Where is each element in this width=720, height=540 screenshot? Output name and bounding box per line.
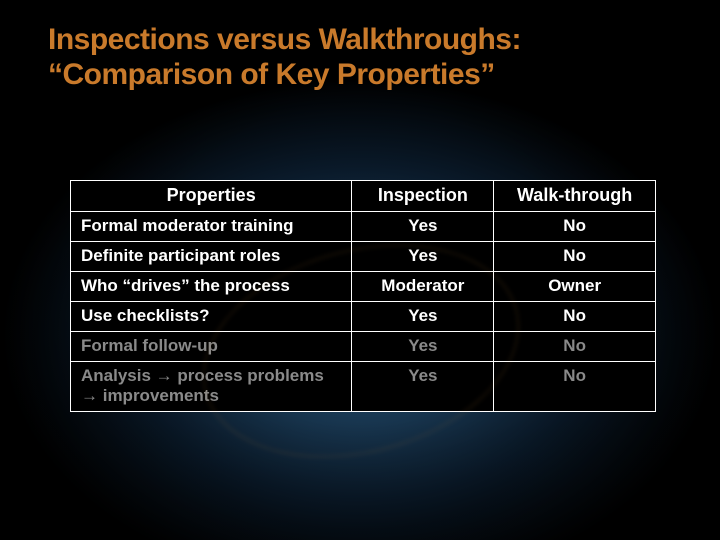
comparison-table: Properties Inspection Walk-through Forma… <box>70 180 656 412</box>
cell-inspection: Yes <box>352 212 494 242</box>
slide-title-block: Inspections versus Walkthroughs: “Compar… <box>0 0 640 93</box>
cell-walkthrough: Owner <box>494 272 656 302</box>
header-walkthrough: Walk-through <box>494 181 656 212</box>
slide-title-line1: Inspections versus Walkthroughs: <box>48 23 521 56</box>
cell-walkthrough: No <box>494 212 656 242</box>
cell-inspection: Yes <box>352 362 494 412</box>
cell-walkthrough: No <box>494 302 656 332</box>
cell-property: Definite participant roles <box>71 242 352 272</box>
cell-walkthrough: No <box>494 332 656 362</box>
table-row: Who “drives” the process Moderator Owner <box>71 272 656 302</box>
cell-inspection: Yes <box>352 332 494 362</box>
cell-property: Who “drives” the process <box>71 272 352 302</box>
table-row: Formal follow-up Yes No <box>71 332 656 362</box>
cell-walkthrough: No <box>494 242 656 272</box>
cell-inspection: Moderator <box>352 272 494 302</box>
cell-property: Use checklists? <box>71 302 352 332</box>
cell-property: Formal follow-up <box>71 332 352 362</box>
table-header-row: Properties Inspection Walk-through <box>71 181 656 212</box>
comparison-table-wrap: Properties Inspection Walk-through Forma… <box>70 180 656 412</box>
table-row: Use checklists? Yes No <box>71 302 656 332</box>
cell-property: Analysis → process problems → improvemen… <box>71 362 352 412</box>
table-row: Formal moderator training Yes No <box>71 212 656 242</box>
cell-walkthrough: No <box>494 362 656 412</box>
slide-title: Inspections versus Walkthroughs: “Compar… <box>48 22 640 93</box>
header-inspection: Inspection <box>352 181 494 212</box>
cell-inspection: Yes <box>352 302 494 332</box>
table-row: Definite participant roles Yes No <box>71 242 656 272</box>
table-row: Analysis → process problems → improvemen… <box>71 362 656 412</box>
cell-inspection: Yes <box>352 242 494 272</box>
slide-title-line2: “Comparison of Key Properties” <box>48 58 495 91</box>
header-properties: Properties <box>71 181 352 212</box>
cell-property: Formal moderator training <box>71 212 352 242</box>
